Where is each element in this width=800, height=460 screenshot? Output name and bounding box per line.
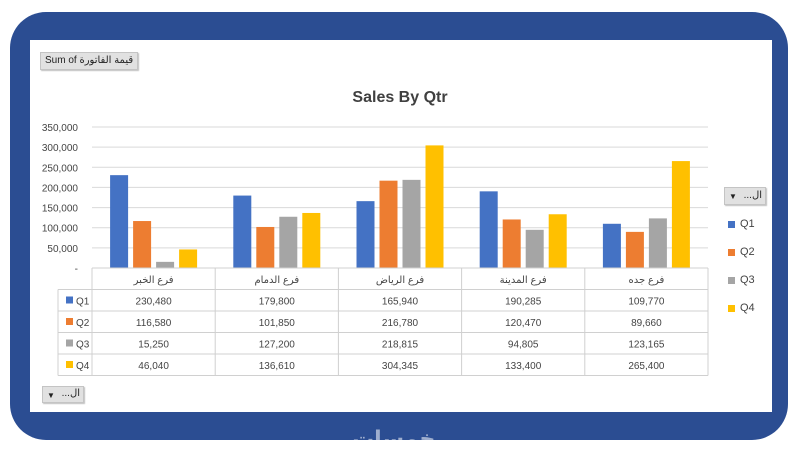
y-tick-label: 300,000 (42, 143, 79, 154)
legend-swatch-q2 (728, 248, 735, 256)
y-tick-label: 350,000 (42, 123, 79, 134)
table-cell-value: 216,780 (382, 318, 419, 329)
legend-swatch-q4 (728, 304, 735, 312)
bar-q1 (356, 201, 375, 268)
table-cell-value: 133,400 (505, 361, 542, 372)
watermark: خمسات (352, 426, 436, 451)
bar-q4 (548, 214, 567, 268)
table-cell-value: 230,480 (136, 297, 173, 308)
bar-q1 (233, 195, 252, 268)
table-legend-key-q4 (66, 361, 73, 368)
legend-item-q4: Q4 (728, 294, 755, 322)
table-cell-value: 101,850 (259, 318, 296, 329)
category-label: فرع الرياض (376, 275, 425, 286)
bar-q1 (479, 191, 498, 268)
bar-q4 (302, 212, 321, 268)
values-field-button[interactable]: Sum of قيمة الفاتورة (40, 52, 139, 70)
table-cell-value: 89,660 (631, 318, 662, 329)
table-cell-value: 265,400 (628, 361, 665, 372)
legend-item-q3: Q3 (728, 266, 755, 294)
bar-q3 (279, 216, 298, 268)
chart-title: Sales By Qtr (352, 89, 447, 106)
chart-panel (30, 40, 772, 412)
table-cell-value: 15,250 (138, 340, 169, 351)
dropdown-arrow-icon: ▼ (47, 391, 55, 400)
bar-q3 (648, 218, 667, 268)
legend-label-q4: Q4 (740, 302, 755, 314)
bar-q4 (179, 249, 198, 268)
table-cell-value: 120,470 (505, 318, 542, 329)
bar-q1 (602, 223, 621, 268)
y-tick-label: 50,000 (47, 244, 78, 255)
table-cell-value: 165,940 (382, 297, 419, 308)
y-tick-label: 150,000 (42, 204, 79, 215)
table-legend-key-q2 (66, 318, 73, 325)
bar-q3 (402, 179, 421, 268)
category-label: فرع الخبر (133, 275, 174, 286)
table-cell-value: 127,200 (259, 340, 296, 351)
bar-q2 (379, 180, 398, 268)
table-series-label: Q1 (76, 297, 90, 308)
legend-item-q1: Q1 (728, 210, 755, 238)
table-cell-value: 190,285 (505, 297, 542, 308)
category-label: فرع الدمام (254, 275, 299, 286)
table-cell-value: 109,770 (628, 297, 665, 308)
legend-label-q2: Q2 (740, 246, 755, 258)
legend-item-q2: Q2 (728, 238, 755, 266)
y-tick-label: - (75, 264, 78, 275)
table-legend-key-q1 (66, 296, 73, 304)
bar-q2 (625, 231, 644, 268)
category-label: فرع جده (629, 275, 665, 286)
bar-q2 (256, 226, 275, 268)
table-cell-value: 46,040 (138, 361, 169, 372)
table-cell-value: 218,815 (382, 340, 419, 351)
legend-swatch-q1 (728, 220, 735, 228)
table-legend-key-q3 (66, 339, 73, 347)
series-field-label: ال... (743, 190, 762, 201)
table-series-label: Q4 (76, 361, 90, 372)
table-series-label: Q2 (76, 318, 90, 329)
y-tick-label: 200,000 (42, 183, 79, 194)
table-cell-value: 123,165 (628, 340, 665, 351)
dropdown-arrow-icon: ▼ (729, 192, 737, 201)
bar-q3 (525, 229, 544, 268)
table-series-label: Q3 (76, 340, 90, 351)
legend-label-q1: Q1 (740, 218, 755, 230)
bar-q2 (133, 221, 152, 268)
bar-q1 (110, 175, 129, 268)
legend: Q1 Q2 Q3 Q4 (728, 210, 755, 322)
bar-q4 (425, 145, 444, 268)
table-cell-value: 94,805 (508, 340, 539, 351)
bar-q2 (502, 219, 521, 268)
category-label: فرع المدينة (500, 275, 547, 286)
table-cell-value: 179,800 (259, 297, 296, 308)
legend-swatch-q3 (728, 276, 735, 284)
y-tick-label: 100,000 (42, 224, 79, 235)
bar-q3 (156, 261, 175, 268)
table-cell-value: 116,580 (136, 318, 172, 329)
axis-field-button[interactable]: ▼ ال... (42, 386, 84, 403)
values-field-label: Sum of قيمة الفاتورة (45, 55, 134, 66)
table-cell-value: 136,610 (259, 361, 296, 372)
table-cell-value: 304,345 (382, 361, 419, 372)
bar-q4 (671, 161, 690, 268)
legend-label-q3: Q3 (740, 274, 755, 286)
axis-field-label: ال... (61, 388, 80, 399)
series-field-button[interactable]: ▼ ال... (724, 187, 766, 205)
y-tick-label: 250,000 (42, 163, 79, 174)
